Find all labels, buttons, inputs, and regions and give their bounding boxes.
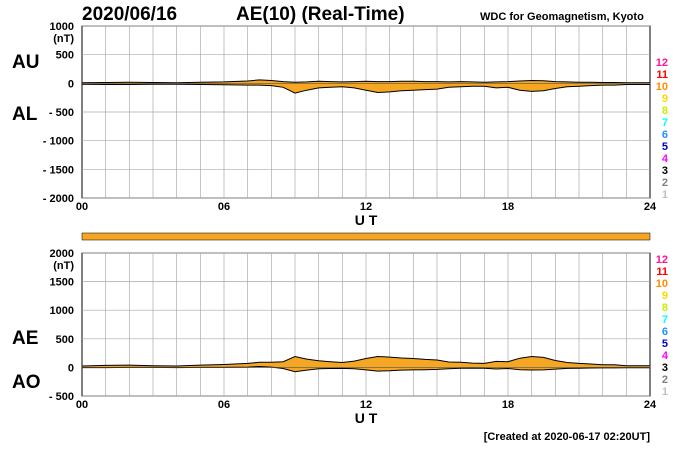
station-count-2: 2: [662, 374, 668, 386]
top-xtick-label: 06: [218, 201, 230, 213]
ao-label: AO: [12, 372, 41, 393]
station-count-3: 3: [662, 165, 668, 177]
date-title: 2020/06/16: [82, 4, 178, 25]
ae-ao-panel: 2000 1500 1000 500 0 - 500 (nT) 00 06 12 18 24 U T: [49, 248, 657, 426]
station-count-7: 7: [662, 117, 668, 129]
bottom-ytick-label: - 500: [49, 391, 74, 403]
bottom-xlabel: U T: [355, 410, 378, 426]
source-label: WDC for Geomagnetism, Kyoto: [480, 11, 644, 23]
station-count-7: 7: [662, 314, 668, 326]
station-count-8: 8: [662, 105, 668, 117]
top-xtick-label: 12: [360, 201, 372, 213]
bottom-fill-area: [82, 356, 650, 372]
station-count-4: 4: [662, 350, 669, 362]
bottom-ytick-label: 1000: [50, 305, 74, 317]
bottom-xtick-label: 00: [76, 399, 88, 411]
bottom-series-ae-line: [81, 355, 650, 367]
station-count-3: 3: [662, 362, 668, 374]
top-ytick-label: - 1500: [43, 164, 74, 176]
top-xlabel: U T: [355, 212, 378, 228]
top-xtick-label: 18: [502, 201, 514, 213]
al-label: AL: [12, 104, 38, 125]
top-xtick-label: 00: [76, 201, 88, 213]
top-xtick-label: 24: [644, 201, 657, 213]
au-al-panel: 1000 500 0 - 500 - 1000 - 1500 - 2000 (nT) 00 06 1…: [43, 21, 657, 228]
station-count-11: 11: [656, 69, 668, 81]
top-ytick-label: 500: [56, 50, 74, 62]
bottom-ytick-label: 0: [68, 362, 74, 374]
station-count-12: 12: [656, 57, 668, 69]
station-count-10: 10: [656, 278, 668, 290]
top-series-al-line: [81, 83, 650, 94]
top-ytick-label: 0: [68, 78, 74, 90]
station-count-6: 6: [662, 326, 668, 338]
top-ytick-label: - 500: [49, 107, 74, 119]
bottom-ylabel: (nT): [53, 260, 74, 272]
station-count-1: 1: [662, 386, 668, 398]
station-count-9: 9: [662, 93, 668, 105]
top-ylabel: (nT): [53, 33, 74, 45]
chart-title: AE(10) (Real-Time): [236, 4, 405, 25]
station-count-1: 1: [662, 189, 668, 201]
station-count-12: 12: [656, 254, 668, 266]
station-count-8: 8: [662, 302, 668, 314]
top-ytick-label: - 1000: [43, 136, 74, 148]
station-count-11: 11: [656, 266, 668, 278]
station-count-9: 9: [662, 290, 668, 302]
status-bar-fill: [81, 232, 651, 241]
station-status-bar: [81, 232, 651, 241]
bottom-ytick-label: 1500: [50, 277, 74, 289]
station-count-10: 10: [656, 81, 668, 93]
station-count-4: 4: [662, 153, 669, 165]
au-label: AU: [12, 52, 40, 73]
bottom-xtick-label: 18: [502, 399, 514, 411]
bottom-ytick-label: 2000: [50, 248, 74, 260]
top-ytick-label: - 2000: [43, 193, 74, 205]
bottom-xtick-label: 12: [360, 399, 372, 411]
top-ytick-label: 1000: [50, 21, 74, 33]
bottom-xtick-label: 24: [644, 399, 657, 411]
bottom-xtick-label: 06: [218, 399, 230, 411]
created-timestamp: [Created at 2020-06-17 02:20UT]: [483, 431, 650, 443]
station-count-2: 2: [662, 177, 668, 189]
station-count-5: 5: [662, 141, 668, 153]
station-count-5: 5: [662, 338, 668, 350]
ae-label: AE: [12, 328, 39, 349]
bottom-ytick-label: 500: [56, 334, 74, 346]
station-count-6: 6: [662, 129, 668, 141]
top-series-au-line: [81, 79, 650, 84]
